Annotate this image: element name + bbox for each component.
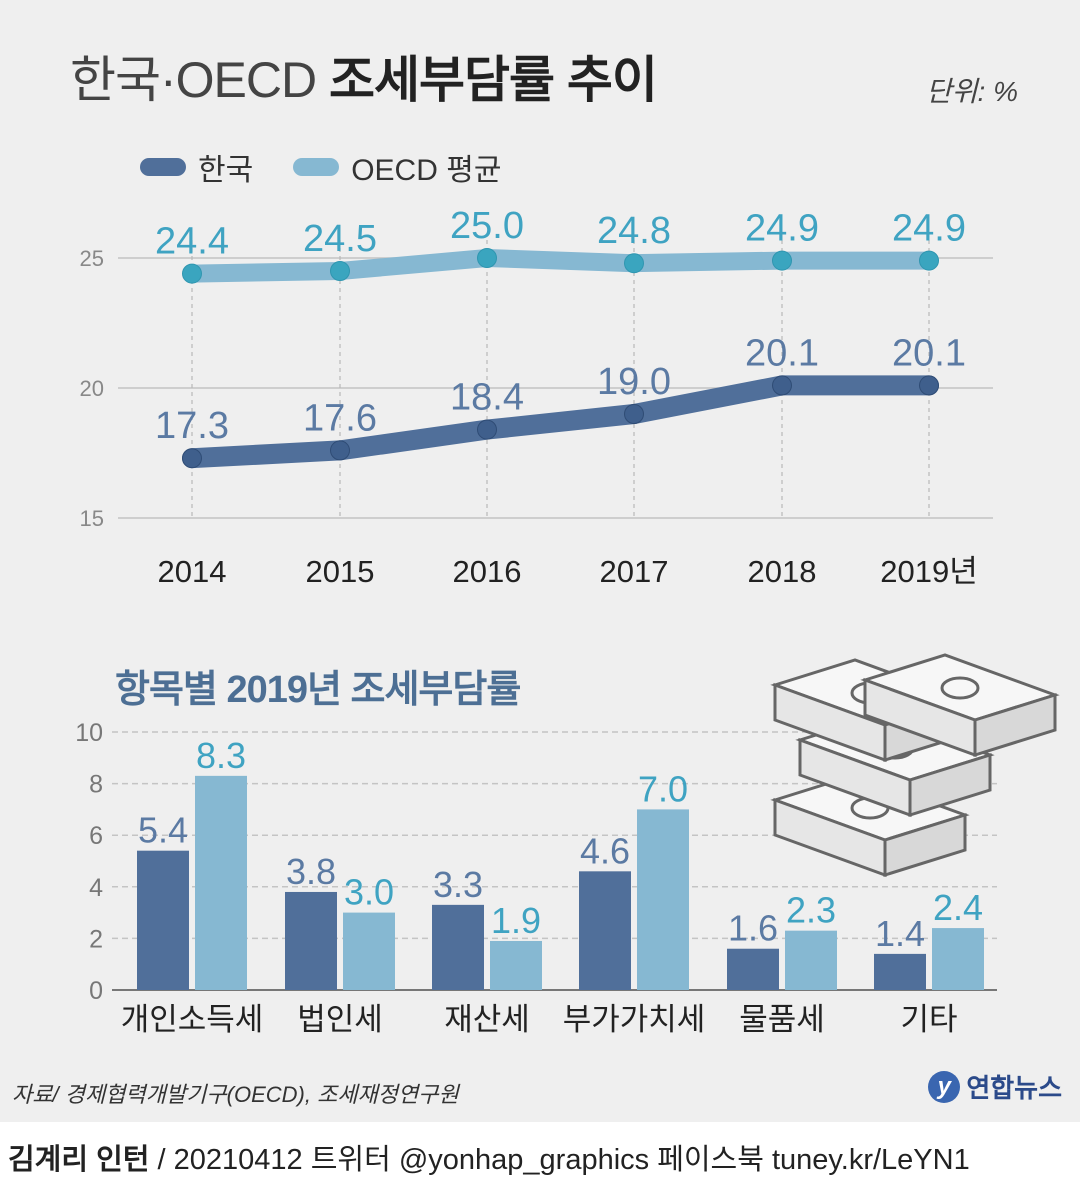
bar <box>285 891 337 990</box>
bar <box>637 809 689 990</box>
data-point <box>330 440 350 461</box>
y-tick-label: 15 <box>80 506 104 531</box>
data-label: 20.1 <box>745 332 819 374</box>
x-tick-label: 2014 <box>158 554 227 589</box>
legend-item-oecd: OECD 평균 <box>293 145 501 189</box>
bar <box>727 948 779 990</box>
y-tick-label: 6 <box>89 822 103 850</box>
y-tick-label: 20 <box>80 376 104 401</box>
bar <box>785 930 837 990</box>
data-label: 24.5 <box>303 218 377 260</box>
series-line <box>183 249 938 283</box>
y-tick-label: 0 <box>89 977 103 1005</box>
data-label: 18.4 <box>450 377 524 419</box>
data-point <box>772 250 792 271</box>
data-point <box>772 375 792 396</box>
data-point <box>182 448 202 469</box>
data-label: 20.1 <box>892 332 966 374</box>
footer-rest: / 20210412 트위터 @yonhap_graphics 페이스북 tun… <box>149 1144 970 1176</box>
title-part2: 조세부담률 추이 <box>329 52 658 108</box>
bar <box>874 953 926 990</box>
x-tick-label: 2017 <box>600 554 669 589</box>
data-point <box>919 250 939 271</box>
x-tick-label: 2018 <box>748 554 817 589</box>
series-line <box>182 375 939 469</box>
x-tick-label: 2019년 <box>880 554 977 589</box>
money-stack-icon <box>770 653 1060 878</box>
line-chart: 15 20 25 2014 2015 2016 2017 2018 2019년 17.3 17.6 1… <box>80 205 993 589</box>
y-tick-label: 4 <box>89 874 103 902</box>
legend-swatch-korea <box>140 158 186 176</box>
money-bundle-front <box>973 692 1057 758</box>
legend: 한국 OECD 평균 <box>140 145 527 189</box>
bar-chart: 0 2 4 6 8 10 개인소득세 5.48.3 법인세 3.83.0 재산세 3.31.9 부가가치… <box>75 653 1060 1037</box>
legend-item-korea: 한국 <box>140 145 253 189</box>
bar <box>579 871 631 990</box>
yonhap-logo: y 연합뉴스 <box>928 1068 1062 1105</box>
data-label: 24.8 <box>597 210 671 252</box>
bar-value-label: 3.0 <box>344 872 394 913</box>
x-tick-label: 2016 <box>453 554 522 589</box>
y-tick-label: 2 <box>89 925 103 953</box>
logo-mark-icon: y <box>928 1070 961 1103</box>
source-text: 자료/ 경제협력개발기구(OECD), 조세재정연구원 <box>12 1082 459 1107</box>
page-title: 한국·OECD 조세부담률 추이 <box>70 40 658 112</box>
bar-value-label: 8.3 <box>196 735 246 776</box>
bar-chart-subtitle: 항목별 2019년 조세부담률 <box>115 669 521 711</box>
bar-value-label: 1.9 <box>491 900 541 941</box>
data-label: 17.3 <box>155 405 229 447</box>
data-label: 19.0 <box>597 361 671 403</box>
bar-value-label: 3.3 <box>433 864 483 905</box>
money-bundle-front <box>908 752 992 818</box>
money-bundle-front <box>883 812 967 878</box>
x-category-label: 재산세 <box>444 1002 530 1037</box>
bar-value-label: 7.0 <box>638 768 688 809</box>
bar-value-label: 2.4 <box>933 887 983 928</box>
unit-label: 단위: % <box>926 76 1018 107</box>
data-point <box>182 263 202 284</box>
data-label: 24.9 <box>745 208 819 250</box>
data-label: 24.9 <box>892 208 966 250</box>
data-point <box>624 253 644 274</box>
legend-swatch-oecd <box>293 158 340 176</box>
bar <box>490 940 542 990</box>
bar-value-label: 3.8 <box>286 851 336 892</box>
money-seal-icon <box>940 676 980 700</box>
x-tick-label: 2015 <box>306 554 375 589</box>
footer-author: 김계리 인턴 <box>8 1144 150 1176</box>
title-part1: 한국·OECD <box>70 52 317 108</box>
bar-value-label: 4.6 <box>580 830 630 871</box>
y-tick-label: 25 <box>80 246 104 271</box>
bar <box>195 775 247 990</box>
bar <box>343 912 395 990</box>
x-category-label: 법인세 <box>297 1002 383 1037</box>
legend-label-oecd: OECD 평균 <box>351 154 502 187</box>
x-category-label: 부가가치세 <box>563 1002 706 1037</box>
data-point <box>477 419 497 440</box>
logo-text: 연합뉴스 <box>966 1073 1062 1103</box>
bar <box>932 928 984 990</box>
x-category-label: 개인소득세 <box>121 1002 264 1037</box>
data-point <box>330 261 350 281</box>
x-category-label: 기타 <box>900 1002 957 1037</box>
data-label: 17.6 <box>303 397 377 439</box>
data-point <box>477 248 497 268</box>
y-tick-label: 10 <box>75 719 103 747</box>
data-point <box>919 375 939 396</box>
y-tick-label: 8 <box>89 771 103 799</box>
data-label: 25.0 <box>450 205 524 247</box>
bar-value-label: 1.4 <box>875 913 925 954</box>
data-point <box>624 404 644 424</box>
bar-value-label: 2.3 <box>786 890 836 931</box>
bar <box>432 904 484 990</box>
bar-value-label: 5.4 <box>138 810 188 851</box>
data-label: 24.4 <box>155 221 229 263</box>
x-category-label: 물품세 <box>739 1002 825 1037</box>
footer-credit: 김계리 인턴 / 20210412 트위터 @yonhap_graphics 페… <box>8 1136 970 1178</box>
bar <box>137 850 189 990</box>
legend-label-korea: 한국 <box>198 154 254 187</box>
bar-value-label: 1.6 <box>728 908 778 949</box>
